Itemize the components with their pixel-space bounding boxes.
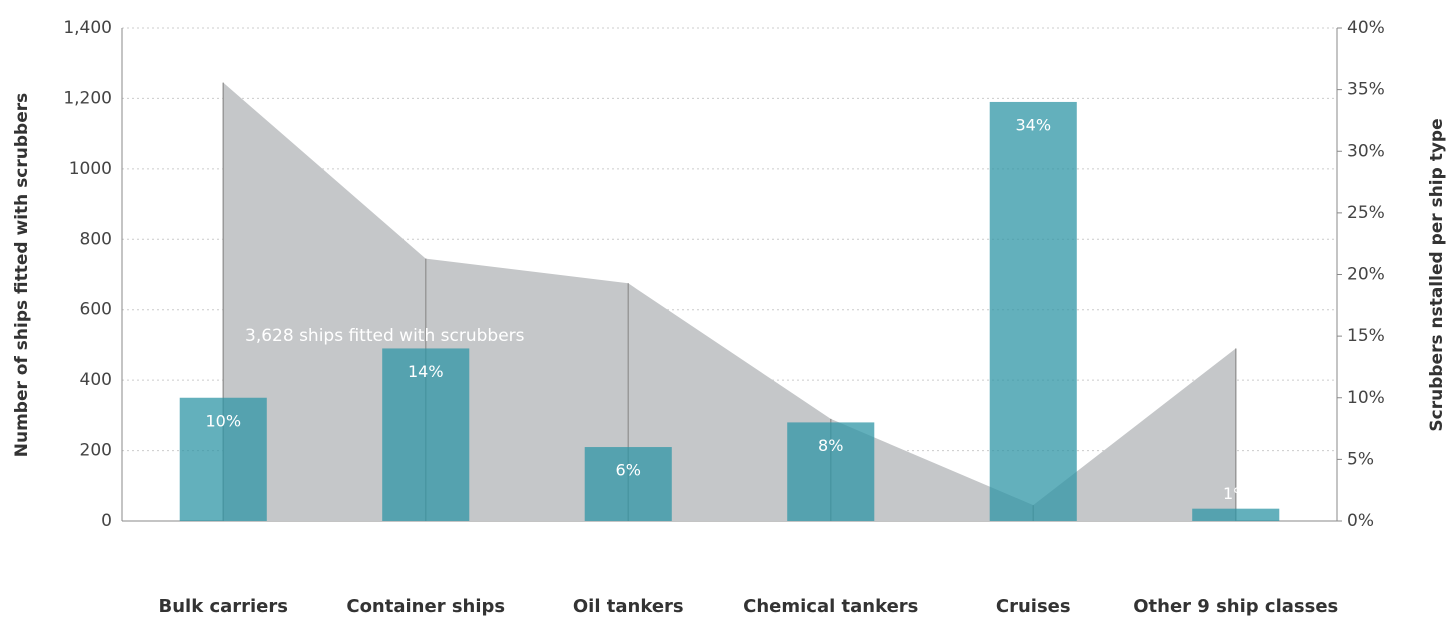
y2-tick-label: 20% xyxy=(1347,265,1385,285)
value-label: 6% xyxy=(616,461,641,480)
y-tick-label: 800 xyxy=(80,229,112,249)
y-axis-label: Number of ships fitted with scrubbers xyxy=(12,93,32,458)
y2-tick-label: 25% xyxy=(1347,203,1385,223)
bar xyxy=(787,422,875,521)
y-tick-label: 400 xyxy=(80,370,112,390)
value-label: 1% xyxy=(1223,484,1248,503)
y2-tick-label: 30% xyxy=(1347,141,1385,161)
annotation: 3,628 ships fitted with scrubbers xyxy=(245,326,525,346)
x-tick-label: Oil tankers xyxy=(573,596,684,617)
value-label: 10% xyxy=(205,411,241,430)
bar xyxy=(1192,508,1280,521)
bar xyxy=(382,348,470,521)
y-tick-label: 1,200 xyxy=(63,88,112,108)
value-label: 34% xyxy=(1015,115,1051,134)
x-tick-label: Bulk carriers xyxy=(159,596,288,617)
bar xyxy=(179,397,267,521)
bar xyxy=(989,101,1077,521)
y-tick-label: 600 xyxy=(80,300,112,320)
x-tick-label: Cruises xyxy=(996,596,1071,617)
x-tick-label: Container ships xyxy=(346,596,505,617)
y-tick-label: 1000 xyxy=(69,159,112,179)
area xyxy=(223,82,1236,521)
value-label: 8% xyxy=(818,436,843,455)
y-tick-label: 1,400 xyxy=(63,18,112,38)
y2-tick-label: 35% xyxy=(1347,80,1385,100)
x-tick-label: Chemical tankers xyxy=(743,596,918,617)
y2-tick-label: 0% xyxy=(1347,511,1374,531)
bar xyxy=(584,447,672,521)
y2-axis-label: Scrubbers nstalled per ship type xyxy=(1427,118,1447,431)
y-tick-label: 200 xyxy=(80,441,112,461)
y2-tick-label: 40% xyxy=(1347,18,1385,38)
x-tick-label: Other 9 ship classes xyxy=(1133,596,1338,617)
y-tick-label: 0 xyxy=(101,511,112,531)
y2-tick-label: 15% xyxy=(1347,326,1385,346)
y2-tick-label: 5% xyxy=(1347,449,1374,469)
value-label: 14% xyxy=(408,362,444,381)
y2-tick-label: 10% xyxy=(1347,388,1385,408)
